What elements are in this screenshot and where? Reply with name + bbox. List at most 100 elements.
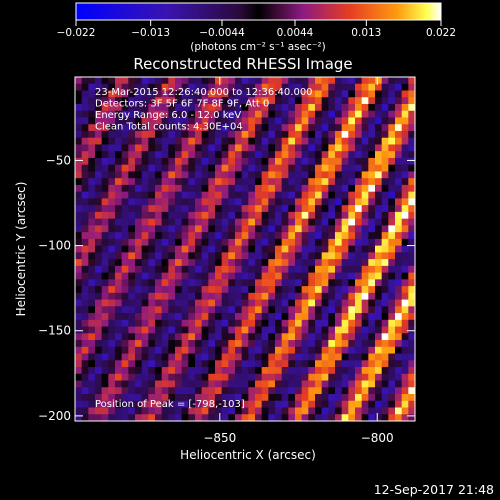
heatmap-cell [341, 124, 349, 132]
heatmap-cell [88, 346, 96, 354]
heatmap-cell [155, 360, 163, 368]
heatmap-cell [228, 319, 236, 327]
heatmap-cell [301, 130, 309, 139]
heatmap-cell [108, 130, 116, 139]
heatmap-cell [88, 292, 96, 300]
heatmap-cell [328, 346, 336, 354]
heatmap-cell [388, 144, 396, 152]
heatmap-cell [108, 292, 116, 300]
heatmap-cell [308, 171, 316, 179]
heatmap-cell [341, 400, 349, 408]
heatmap-cell [401, 184, 409, 193]
heatmap-cell [115, 407, 123, 415]
heatmap-cell [161, 77, 169, 85]
heatmap-cell [388, 171, 396, 179]
heatmap-cell [395, 292, 403, 300]
heatmap-cell [101, 130, 109, 139]
heatmap-cell [368, 306, 376, 314]
heatmap-cell [255, 178, 263, 186]
heatmap-cell [395, 198, 403, 206]
heatmap-cell [335, 225, 343, 233]
heatmap-cell [375, 333, 383, 341]
heatmap-cell [308, 373, 316, 381]
heatmap-cell [375, 97, 383, 105]
heatmap-cell [401, 90, 409, 98]
heatmap-cell [155, 313, 163, 321]
heatmap-cell [388, 340, 396, 348]
heatmap-cell [195, 346, 203, 354]
heatmap-cell [195, 313, 203, 321]
heatmap-cell [81, 198, 89, 206]
heatmap-cell [255, 245, 263, 253]
heatmap-cell [375, 191, 383, 199]
heatmap-cell [161, 191, 169, 199]
heatmap-cell [308, 279, 316, 287]
heatmap-cell [208, 259, 216, 267]
heatmap-cell [201, 232, 209, 240]
heatmap-cell [268, 184, 276, 193]
heatmap-cell [321, 387, 329, 395]
heatmap-cell [395, 259, 403, 267]
heatmap-cell [81, 292, 89, 300]
heatmap-cell [361, 414, 369, 422]
heatmap-cell [301, 299, 309, 307]
heatmap-cell [188, 191, 196, 199]
heatmap-cell [115, 198, 123, 206]
heatmap-cell [288, 198, 296, 206]
heatmap-cell [215, 299, 223, 307]
heatmap-cell [135, 130, 143, 139]
heatmap-cell [255, 353, 263, 361]
heatmap-cell [228, 360, 236, 368]
heatmap-cell [401, 130, 409, 139]
heatmap-cell [381, 178, 389, 186]
heatmap-cell [381, 407, 389, 415]
heatmap-cell [201, 245, 209, 253]
heatmap-cell [141, 124, 149, 132]
heatmap-cell [288, 259, 296, 267]
heatmap-cell [335, 151, 343, 159]
heatmap-cell [95, 292, 103, 300]
heatmap-cell [408, 353, 416, 361]
heatmap-cell [268, 191, 276, 199]
heatmap-cell [101, 151, 109, 159]
heatmap-cell [375, 319, 383, 327]
heatmap-cell [181, 272, 189, 280]
heatmap-cell [181, 319, 189, 327]
heatmap-cell [261, 319, 269, 327]
heatmap-cell [155, 292, 163, 300]
heatmap-cell [155, 77, 163, 85]
heatmap-cell [121, 83, 129, 91]
heatmap-cell [181, 340, 189, 348]
heatmap-cell [388, 238, 396, 247]
heatmap-cell [241, 346, 249, 354]
heatmap-cell [168, 265, 176, 274]
heatmap-cell [201, 272, 209, 280]
heatmap-cell [75, 245, 83, 253]
heatmap-cell [281, 117, 289, 125]
heatmap-cell [221, 279, 229, 287]
heatmap-cell [388, 346, 396, 354]
heatmap-cell [408, 205, 416, 213]
heatmap-cell [88, 394, 96, 402]
heatmap-cell [308, 232, 316, 240]
heatmap-cell [368, 265, 376, 274]
heatmap-cell [208, 232, 216, 240]
heatmap-cell [308, 211, 316, 220]
heatmap-cell [355, 245, 363, 253]
heatmap-cell [95, 380, 103, 388]
heatmap-cell [208, 387, 216, 395]
heatmap-cell [355, 353, 363, 361]
heatmap-cell [288, 211, 296, 220]
heatmap-cell [95, 117, 103, 125]
heatmap-cell [101, 299, 109, 307]
heatmap-cell [255, 333, 263, 341]
heatmap-cell [228, 259, 236, 267]
heatmap-cell [381, 319, 389, 327]
heatmap-cell [188, 225, 196, 233]
heatmap-cell [141, 164, 149, 172]
heatmap-cell [248, 380, 256, 388]
heatmap-cell [295, 414, 303, 422]
heatmap-cell [301, 394, 309, 402]
heatmap-cell [328, 272, 336, 280]
heatmap-cell [161, 157, 169, 166]
